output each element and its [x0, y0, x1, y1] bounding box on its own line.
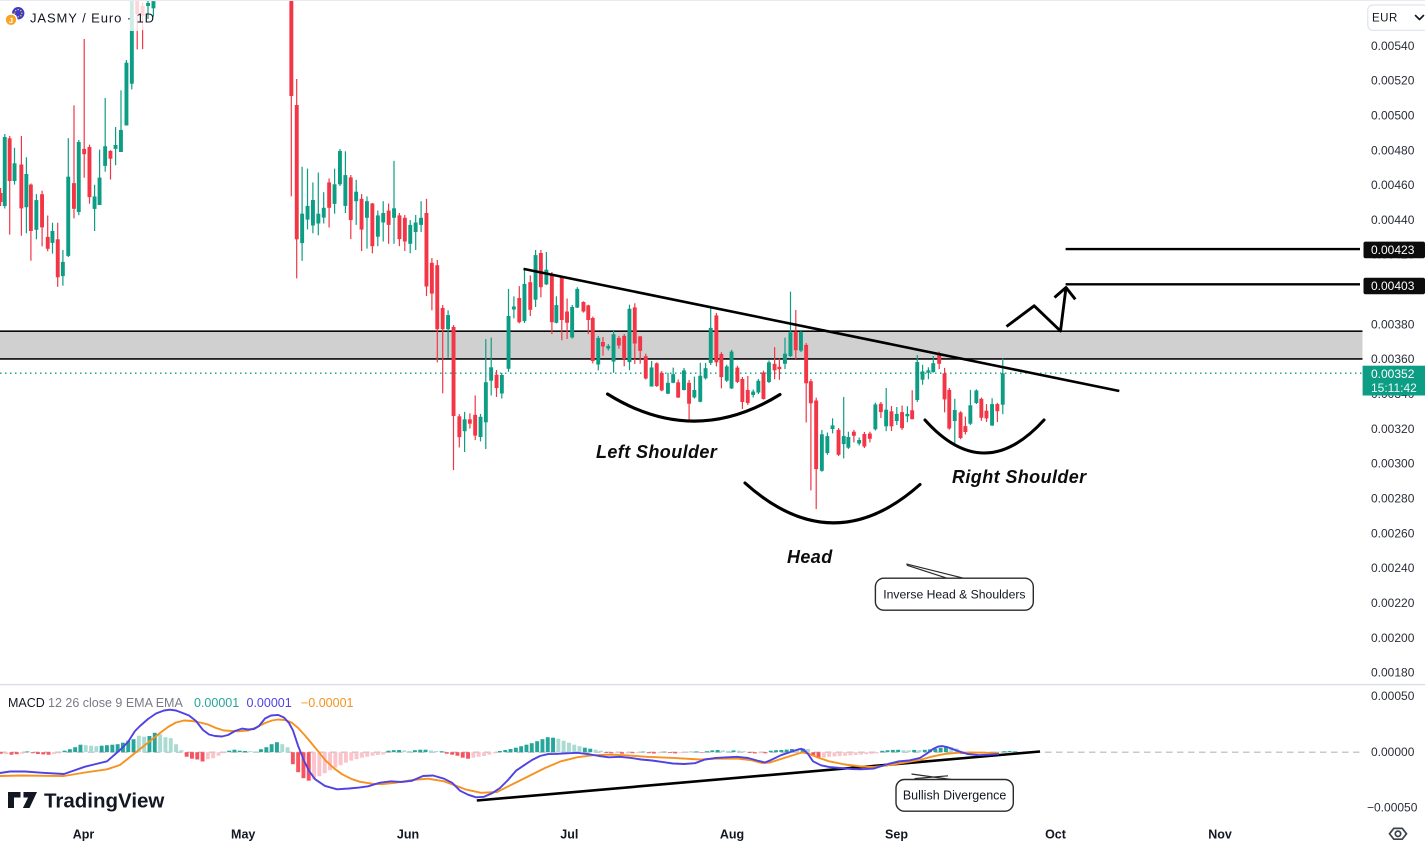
svg-text:Jul: Jul [560, 828, 578, 842]
svg-text:JASMY / Euro · 1D: JASMY / Euro · 1D [30, 10, 155, 25]
svg-text:0.00500: 0.00500 [1371, 108, 1415, 122]
svg-text:Jun: Jun [397, 828, 419, 842]
svg-text:0.00240: 0.00240 [1371, 561, 1415, 575]
svg-text:0.00180: 0.00180 [1371, 666, 1415, 680]
svg-text:15:11:42: 15:11:42 [1371, 381, 1417, 395]
svg-text:0.00050: 0.00050 [1371, 689, 1415, 703]
svg-text:0.00200: 0.00200 [1371, 631, 1415, 645]
svg-text:Aug: Aug [720, 828, 744, 842]
svg-text:0.00000: 0.00000 [1371, 745, 1415, 759]
svg-text:Left Shoulder: Left Shoulder [596, 442, 718, 462]
svg-text:0.00423: 0.00423 [1371, 243, 1415, 257]
svg-text:0.00360: 0.00360 [1371, 352, 1415, 366]
svg-text:Sep: Sep [885, 828, 908, 842]
svg-text:0.00352: 0.00352 [1371, 367, 1415, 381]
svg-text:12 26 close 9 EMA EMA: 12 26 close 9 EMA EMA [48, 696, 183, 710]
svg-text:0.00280: 0.00280 [1371, 492, 1415, 506]
svg-text:J: J [9, 16, 13, 25]
svg-text:0.00260: 0.00260 [1371, 526, 1415, 540]
svg-text:EUR: EUR [1372, 13, 1398, 25]
svg-text:0.00403: 0.00403 [1371, 279, 1415, 293]
svg-text:−0.00001: −0.00001 [301, 696, 354, 710]
svg-text:0.00320: 0.00320 [1371, 422, 1415, 436]
svg-text:Right Shoulder: Right Shoulder [952, 467, 1087, 487]
svg-text:0.00380: 0.00380 [1371, 317, 1415, 331]
svg-text:0.00460: 0.00460 [1371, 178, 1415, 192]
svg-text:MACD: MACD [8, 696, 45, 710]
svg-text:Apr: Apr [73, 828, 95, 842]
svg-text:0.00220: 0.00220 [1371, 596, 1415, 610]
svg-text:−0.00050: −0.00050 [1367, 800, 1418, 814]
svg-text:TradingView: TradingView [44, 790, 164, 813]
svg-text:Nov: Nov [1208, 828, 1232, 842]
svg-text:Head: Head [787, 547, 833, 567]
svg-text:Inverse Head & Shoulders: Inverse Head & Shoulders [883, 588, 1025, 602]
svg-text:0.00520: 0.00520 [1371, 74, 1415, 88]
svg-text:0.00440: 0.00440 [1371, 213, 1415, 227]
svg-text:0.00001: 0.00001 [194, 696, 239, 710]
svg-text:Oct: Oct [1045, 828, 1067, 842]
svg-text:Bullish Divergence: Bullish Divergence [903, 789, 1007, 803]
svg-text:May: May [231, 828, 255, 842]
svg-text:0.00540: 0.00540 [1371, 39, 1415, 53]
svg-text:0.00480: 0.00480 [1371, 143, 1415, 157]
svg-text:0.00300: 0.00300 [1371, 457, 1415, 471]
svg-text:0.00001: 0.00001 [247, 696, 292, 710]
